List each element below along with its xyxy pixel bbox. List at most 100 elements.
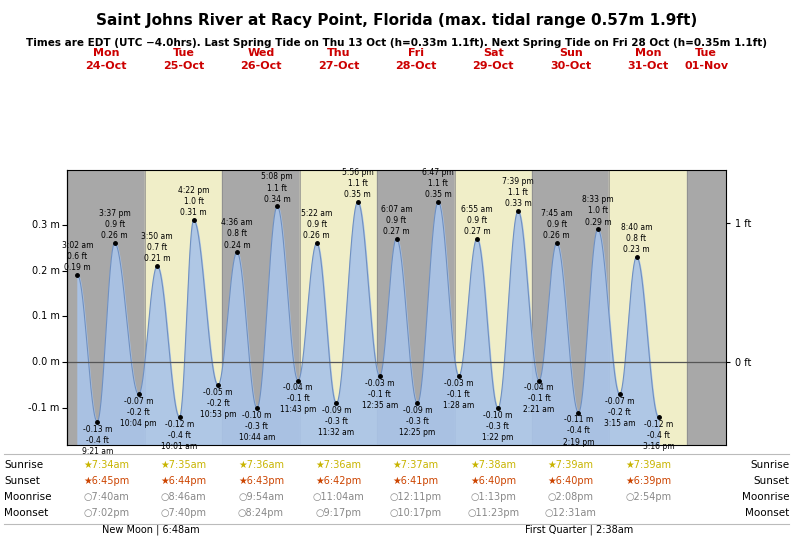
- Text: 25-Oct: 25-Oct: [163, 61, 204, 71]
- Text: -0.13 m
-0.4 ft
9:21 am: -0.13 m -0.4 ft 9:21 am: [82, 425, 113, 455]
- Text: ○9:17pm: ○9:17pm: [316, 508, 362, 518]
- Text: ★7:34am: ★7:34am: [83, 460, 129, 469]
- Text: Times are EDT (UTC −4.0hrs). Last Spring Tide on Thu 13 Oct (h=0.33m 1.1ft). Nex: Times are EDT (UTC −4.0hrs). Last Spring…: [26, 38, 767, 48]
- Text: New Moon | 6:48am: New Moon | 6:48am: [102, 524, 200, 535]
- Text: ○11:04am: ○11:04am: [312, 492, 364, 502]
- Text: Saint Johns River at Racy Point, Florida (max. tidal range 0.57m 1.9ft): Saint Johns River at Racy Point, Florida…: [96, 13, 697, 29]
- Bar: [300, 170, 377, 445]
- Text: -0.1 m: -0.1 m: [28, 403, 59, 413]
- Text: ○12:31am: ○12:31am: [545, 508, 596, 518]
- Text: Tue: Tue: [695, 47, 717, 58]
- Text: 31-Oct: 31-Oct: [627, 61, 668, 71]
- Text: ★6:40pm: ★6:40pm: [470, 476, 516, 486]
- Bar: [145, 170, 222, 445]
- Text: -0.07 m
-0.2 ft
3:15 am: -0.07 m -0.2 ft 3:15 am: [604, 397, 635, 428]
- Text: 8:40 am
0.8 ft
0.23 m: 8:40 am 0.8 ft 0.23 m: [621, 223, 653, 254]
- Text: -0.04 m
-0.1 ft
11:43 pm: -0.04 m -0.1 ft 11:43 pm: [280, 383, 316, 414]
- Text: Moonrise: Moonrise: [741, 492, 789, 502]
- Text: Tue: Tue: [173, 47, 194, 58]
- Text: 01-Nov: 01-Nov: [684, 61, 728, 71]
- Text: Sat: Sat: [483, 47, 504, 58]
- Text: 5:08 pm
1.1 ft
0.34 m: 5:08 pm 1.1 ft 0.34 m: [262, 172, 293, 204]
- Text: 4:22 pm
1.0 ft
0.31 m: 4:22 pm 1.0 ft 0.31 m: [178, 186, 209, 217]
- Text: -0.12 m
-0.4 ft
3:16 pm: -0.12 m -0.4 ft 3:16 pm: [643, 420, 674, 451]
- Bar: [610, 170, 687, 445]
- Text: 24-Oct: 24-Oct: [86, 61, 127, 71]
- Text: ★6:39pm: ★6:39pm: [625, 476, 671, 486]
- Text: 3:50 am
0.7 ft
0.21 m: 3:50 am 0.7 ft 0.21 m: [141, 232, 173, 263]
- Text: Sunset: Sunset: [4, 476, 40, 486]
- Text: ○7:40pm: ○7:40pm: [160, 508, 206, 518]
- Bar: [222, 170, 300, 445]
- Text: ○8:24pm: ○8:24pm: [238, 508, 284, 518]
- Text: First Quarter | 2:38am: First Quarter | 2:38am: [525, 524, 633, 535]
- Text: Wed: Wed: [247, 47, 274, 58]
- Text: ★7:37am: ★7:37am: [393, 460, 439, 469]
- Text: ★6:42pm: ★6:42pm: [316, 476, 362, 486]
- Text: 0.1 m: 0.1 m: [32, 312, 59, 321]
- Text: Mon: Mon: [93, 47, 120, 58]
- Text: ★7:36am: ★7:36am: [238, 460, 284, 469]
- Text: Moonset: Moonset: [745, 508, 789, 518]
- Text: ★6:43pm: ★6:43pm: [238, 476, 284, 486]
- Text: 3:37 pm
0.9 ft
0.26 m: 3:37 pm 0.9 ft 0.26 m: [99, 209, 131, 240]
- Text: ★7:35am: ★7:35am: [160, 460, 207, 469]
- Text: ★6:45pm: ★6:45pm: [83, 476, 129, 486]
- Text: ○2:08pm: ○2:08pm: [548, 492, 594, 502]
- Bar: [67, 170, 145, 445]
- Bar: [687, 170, 726, 445]
- Text: ★7:36am: ★7:36am: [316, 460, 362, 469]
- Text: -0.03 m
-0.1 ft
1:28 am: -0.03 m -0.1 ft 1:28 am: [443, 379, 474, 410]
- Text: 6:07 am
0.9 ft
0.27 m: 6:07 am 0.9 ft 0.27 m: [381, 205, 412, 236]
- Text: ○1:13pm: ○1:13pm: [470, 492, 516, 502]
- Text: Moonrise: Moonrise: [4, 492, 52, 502]
- Text: ○7:40am: ○7:40am: [83, 492, 129, 502]
- Text: Thu: Thu: [327, 47, 351, 58]
- Text: Mon: Mon: [635, 47, 661, 58]
- Text: ○9:54am: ○9:54am: [238, 492, 284, 502]
- Text: ○8:46am: ○8:46am: [161, 492, 206, 502]
- Text: ★7:39am: ★7:39am: [625, 460, 671, 469]
- Text: ★7:39am: ★7:39am: [548, 460, 594, 469]
- Text: 7:45 am
0.9 ft
0.26 m: 7:45 am 0.9 ft 0.26 m: [541, 209, 573, 240]
- Text: 5:56 pm
1.1 ft
0.35 m: 5:56 pm 1.1 ft 0.35 m: [342, 168, 374, 199]
- Text: 30-Oct: 30-Oct: [550, 61, 592, 71]
- Bar: [532, 170, 610, 445]
- Text: -0.10 m
-0.3 ft
1:22 pm: -0.10 m -0.3 ft 1:22 pm: [482, 411, 514, 442]
- Text: 6:55 am
0.9 ft
0.27 m: 6:55 am 0.9 ft 0.27 m: [462, 205, 492, 236]
- Text: ★6:44pm: ★6:44pm: [160, 476, 207, 486]
- Text: 29-Oct: 29-Oct: [473, 61, 514, 71]
- Text: -0.04 m
-0.1 ft
2:21 am: -0.04 m -0.1 ft 2:21 am: [523, 383, 554, 414]
- Text: ○10:17pm: ○10:17pm: [390, 508, 442, 518]
- Text: ★6:41pm: ★6:41pm: [393, 476, 439, 486]
- Text: -0.09 m
-0.3 ft
12:25 pm: -0.09 m -0.3 ft 12:25 pm: [400, 406, 435, 437]
- Text: Sunset: Sunset: [753, 476, 789, 486]
- Text: ○2:54pm: ○2:54pm: [625, 492, 671, 502]
- Text: Fri: Fri: [408, 47, 424, 58]
- Text: -0.12 m
-0.4 ft
10:01 am: -0.12 m -0.4 ft 10:01 am: [162, 420, 197, 451]
- Text: 26-Oct: 26-Oct: [240, 61, 282, 71]
- Text: 27-Oct: 27-Oct: [318, 61, 359, 71]
- Text: -0.09 m
-0.3 ft
11:32 am: -0.09 m -0.3 ft 11:32 am: [318, 406, 354, 437]
- Text: Sunrise: Sunrise: [750, 460, 789, 469]
- Text: ○11:23pm: ○11:23pm: [467, 508, 519, 518]
- Bar: [454, 170, 532, 445]
- Text: Sun: Sun: [559, 47, 583, 58]
- Text: 0.2 m: 0.2 m: [32, 266, 59, 275]
- Text: Moonset: Moonset: [4, 508, 48, 518]
- Text: ○7:02pm: ○7:02pm: [83, 508, 129, 518]
- Text: 7:39 pm
1.1 ft
0.33 m: 7:39 pm 1.1 ft 0.33 m: [502, 177, 534, 208]
- Text: 28-Oct: 28-Oct: [395, 61, 436, 71]
- Text: 8:33 pm
1.0 ft
0.29 m: 8:33 pm 1.0 ft 0.29 m: [582, 196, 614, 226]
- Text: -0.07 m
-0.2 ft
10:04 pm: -0.07 m -0.2 ft 10:04 pm: [121, 397, 157, 428]
- Text: -0.11 m
-0.4 ft
2:19 pm: -0.11 m -0.4 ft 2:19 pm: [563, 416, 594, 446]
- Text: 6:47 pm
1.1 ft
0.35 m: 6:47 pm 1.1 ft 0.35 m: [423, 168, 454, 199]
- Text: -0.03 m
-0.1 ft
12:35 am: -0.03 m -0.1 ft 12:35 am: [362, 379, 398, 410]
- Text: ○12:11pm: ○12:11pm: [390, 492, 442, 502]
- Text: 3:02 am
0.6 ft
0.19 m: 3:02 am 0.6 ft 0.19 m: [62, 241, 94, 272]
- Text: 4:36 am
0.8 ft
0.24 m: 4:36 am 0.8 ft 0.24 m: [221, 218, 253, 250]
- Text: -0.10 m
-0.3 ft
10:44 am: -0.10 m -0.3 ft 10:44 am: [239, 411, 275, 442]
- Text: 5:22 am
0.9 ft
0.26 m: 5:22 am 0.9 ft 0.26 m: [301, 209, 332, 240]
- Text: 0.0 m: 0.0 m: [32, 357, 59, 367]
- Text: 0.3 m: 0.3 m: [32, 220, 59, 230]
